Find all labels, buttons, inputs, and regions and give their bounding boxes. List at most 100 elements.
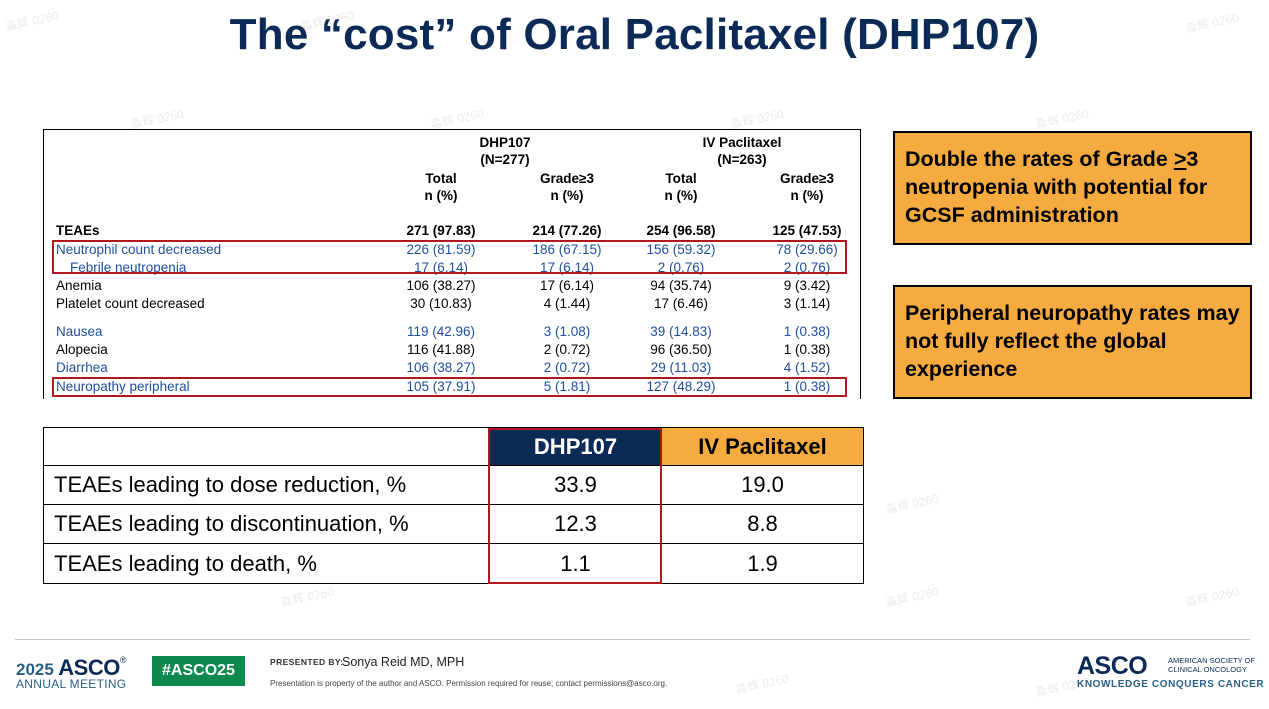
neutropenia-highlight-box <box>52 240 847 274</box>
asco-society-logo: ASCO AMERICAN SOCIETY OF CLINICAL ONCOLO… <box>1077 652 1264 690</box>
summary-cell-iv: 19.0 <box>661 465 864 505</box>
cell: 1 (0.38) <box>783 342 831 357</box>
summary-header-blank <box>43 427 490 466</box>
col-unit-label: n (%) <box>550 188 584 203</box>
copyright-disclaimer: Presentation is property of the author a… <box>270 679 668 688</box>
row-label: Platelet count decreased <box>56 296 205 311</box>
summary-cell-dhp: 12.3 <box>489 504 662 544</box>
summary-cell-iv: 8.8 <box>661 504 864 544</box>
cell: 125 (47.53) <box>772 223 842 238</box>
cell: 2 (0.76) <box>783 260 831 275</box>
col-unit-label: n (%) <box>664 188 698 203</box>
cell: 1 (0.38) <box>783 324 831 339</box>
watermark: 淼辉 0260 <box>1184 584 1241 610</box>
row-label: Anemia <box>56 278 102 293</box>
watermark: 淼辉 0260 <box>279 584 336 610</box>
cell: 3 (1.08) <box>543 324 591 339</box>
callout-symbol: > <box>1173 147 1187 171</box>
page-title: The “cost” of Oral Paclitaxel (DHP107) <box>229 10 1040 59</box>
row-label: Alopecia <box>56 342 108 357</box>
table-row: Neutrophil count decreased 226 (81.59) 1… <box>44 241 862 259</box>
society-name-line: AMERICAN SOCIETY OF <box>1168 656 1255 665</box>
cell: 214 (77.26) <box>532 223 602 238</box>
footer-divider <box>15 639 1250 640</box>
cell: 39 (14.83) <box>650 324 712 339</box>
cell: 1 (0.38) <box>783 379 831 394</box>
summary-cell-dhp: 33.9 <box>489 465 662 505</box>
row-label: Neuropathy peripheral <box>56 379 190 394</box>
cell: 2 (0.72) <box>543 360 591 375</box>
logo-asco-word: ASCO <box>58 655 120 680</box>
logo-asco-word: ASCO <box>1077 652 1148 680</box>
cell: 17 (6.14) <box>539 260 595 275</box>
cell: 106 (38.27) <box>406 278 476 293</box>
cell: 4 (1.52) <box>783 360 831 375</box>
col-unit-label: n (%) <box>790 188 824 203</box>
callout-text: Double the rates of Grade <box>905 147 1174 171</box>
cell: 119 (42.96) <box>406 324 476 339</box>
cell: 156 (59.32) <box>646 242 716 257</box>
cell: 116 (41.88) <box>406 342 476 357</box>
adverse-events-table: DHP107 (N=277) IV Paclitaxel (N=263) Tot… <box>43 129 861 399</box>
society-name: AMERICAN SOCIETY OF CLINICAL ONCOLOGY <box>1168 656 1258 674</box>
col-grade-label: Grade≥3 <box>540 171 594 186</box>
col-total-label: Total <box>425 171 457 186</box>
table-row: Nausea 119 (42.96) 3 (1.08) 39 (14.83) 1… <box>44 323 862 341</box>
neutropenia-callout: Double the rates of Grade >3 neutropenia… <box>893 131 1252 245</box>
group1-name: DHP107 <box>479 135 531 150</box>
cell: 4 (1.44) <box>543 296 591 311</box>
table-row: Anemia 106 (38.27) 17 (6.14) 94 (35.74) … <box>44 277 862 295</box>
summary-header-dhp107: DHP107 <box>489 427 662 466</box>
table-row: Febrile neutropenia 17 (6.14) 17 (6.14) … <box>44 259 862 277</box>
col-header-iv-total: Total n (%) <box>636 170 726 204</box>
neuropathy-callout: Peripheral neuropathy rates may not full… <box>893 285 1252 399</box>
cell: 96 (36.50) <box>650 342 712 357</box>
cell: 29 (11.03) <box>650 360 712 375</box>
watermark: 淼辉 0260 <box>1034 674 1091 700</box>
summary-row-label: TEAEs leading to dose reduction, % <box>43 465 490 505</box>
group1-n: (N=277) <box>480 152 530 167</box>
cell: 17 (6.14) <box>413 260 469 275</box>
cell: 3 (1.14) <box>783 296 831 311</box>
group2-header: IV Paclitaxel (N=263) <box>677 134 807 168</box>
annual-meeting-label: ANNUAL MEETING <box>16 677 127 691</box>
summary-row-label: TEAEs leading to death, % <box>43 543 490 584</box>
col-header-iv-grade3: Grade≥3 n (%) <box>755 170 859 204</box>
group1-header: DHP107 (N=277) <box>450 134 560 168</box>
table-row: Alopecia 116 (41.88) 2 (0.72) 96 (36.50)… <box>44 341 862 359</box>
presented-by-label: PRESENTED BY: <box>270 657 344 667</box>
col-header-dhp-grade3: Grade≥3 n (%) <box>515 170 619 204</box>
row-label: Neutrophil count decreased <box>56 242 222 257</box>
cell: 254 (96.58) <box>646 223 716 238</box>
callout-text: 3 neutropenia with potential for GCSF ad… <box>905 147 1208 227</box>
logo-year: 2025 <box>16 660 54 679</box>
watermark: 淼辉 0260 <box>884 584 941 610</box>
col-header-dhp-total: Total n (%) <box>396 170 486 204</box>
cell: 127 (48.29) <box>646 379 716 394</box>
table-row: Platelet count decreased 30 (10.83) 4 (1… <box>44 295 862 313</box>
summary-cell-dhp: 1.1 <box>489 543 662 584</box>
watermark: 淼辉 0260 <box>734 671 791 697</box>
cell: 9 (3.42) <box>783 278 831 293</box>
neuropathy-highlight-box <box>52 377 847 397</box>
cell: 17 (6.14) <box>539 278 595 293</box>
society-name-line: CLINICAL ONCOLOGY <box>1168 665 1247 674</box>
cell: 78 (29.66) <box>776 242 838 257</box>
summary-table: DHP107 IV Paclitaxel TEAEs leading to do… <box>43 427 864 584</box>
callout-text: Peripheral neuropathy rates may not full… <box>905 301 1240 381</box>
cell: 106 (38.27) <box>406 360 476 375</box>
cell: 94 (35.74) <box>650 278 712 293</box>
cell: 2 (0.72) <box>543 342 591 357</box>
table-row: Diarrhea 106 (38.27) 2 (0.72) 29 (11.03)… <box>44 359 862 377</box>
row-label: TEAEs <box>56 223 100 238</box>
watermark: 淼辉 0260 <box>884 491 941 517</box>
cell: 226 (81.59) <box>406 242 476 257</box>
presenter-name: Sonya Reid MD, MPH <box>342 655 465 669</box>
col-grade-label: Grade≥3 <box>780 171 834 186</box>
row-label: Nausea <box>56 324 103 339</box>
row-label: Diarrhea <box>56 360 108 375</box>
cell: 271 (97.83) <box>406 223 476 238</box>
cell: 5 (1.81) <box>543 379 591 394</box>
cell: 186 (67.15) <box>532 242 602 257</box>
col-total-label: Total <box>665 171 697 186</box>
